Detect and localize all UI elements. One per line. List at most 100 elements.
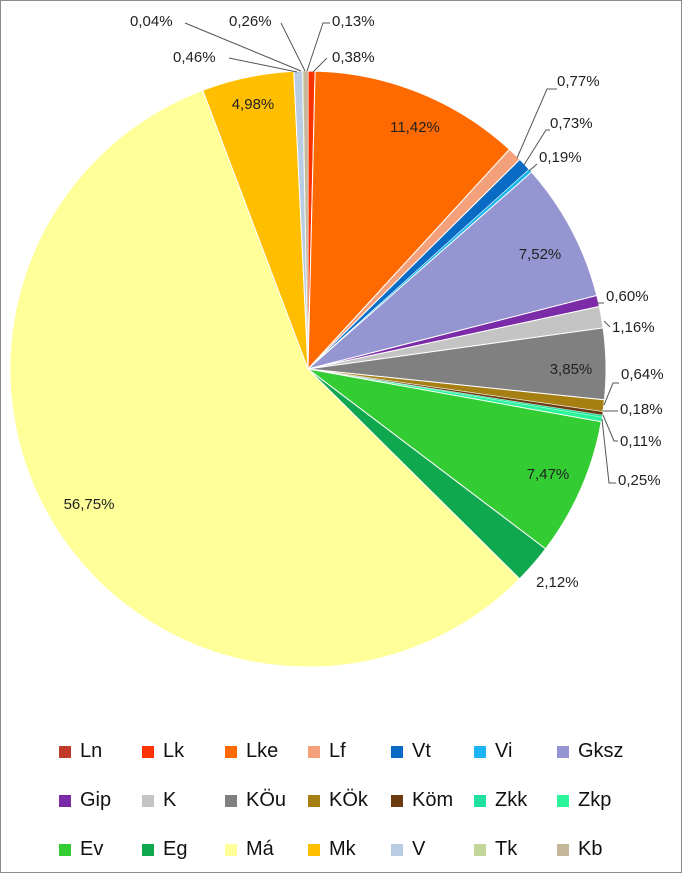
legend-item-gksz: Gksz	[557, 740, 640, 763]
pie-chart: 0,38% 11,42% 0,77% 0,73% 0,19% 7,52% 0,60% 1,16…	[9, 13, 664, 668]
legend-swatch	[308, 794, 320, 807]
legend-row: Ev Eg Má Mk V Tk Kb	[59, 825, 679, 874]
legend-swatch	[391, 843, 403, 856]
slice-ev	[307, 368, 602, 550]
data-label-kou: 3,85%	[550, 361, 593, 378]
slice-ma	[9, 89, 521, 668]
legend-item-zkp: Zkp	[557, 789, 640, 812]
legend-row: Ln Lk Lke Lf Vt Vi Gksz	[59, 727, 679, 776]
leader-line-lf	[516, 88, 557, 159]
data-label-lk: 0,38%	[332, 49, 375, 66]
legend-label: Vt	[412, 740, 431, 762]
data-label-lke: 11,42%	[390, 119, 440, 136]
data-label-zkk: 0,11%	[620, 433, 661, 450]
data-label-extra-0: 0,13%	[332, 13, 375, 30]
legend-swatch	[142, 745, 154, 758]
legend-item-k: K	[142, 789, 225, 812]
legend-swatch	[474, 745, 486, 758]
legend-item-lke: Lke	[225, 740, 308, 763]
data-label-ma: 56,75%	[64, 496, 115, 513]
data-labels: 0,38% 11,42% 0,77% 0,73% 0,19% 7,52% 0,60% 1,16…	[64, 13, 664, 591]
legend-swatch	[391, 745, 403, 758]
legend-swatch	[225, 745, 237, 758]
legend-item-kou: KÖu	[225, 789, 308, 812]
leader-line-kb	[280, 22, 306, 72]
legend-label: V	[412, 838, 426, 860]
data-label-k: 1,16%	[612, 319, 655, 336]
legend-swatch	[308, 745, 320, 758]
leader-line-v	[228, 57, 298, 73]
legend-swatch	[59, 745, 71, 758]
legend-label: Lk	[163, 740, 185, 762]
legend-swatch	[225, 843, 237, 856]
legend-label: Köm	[412, 789, 454, 811]
data-label-lf: 0,77%	[557, 73, 600, 90]
legend-label: Ln	[80, 740, 103, 762]
legend-item-kb: Kb	[557, 838, 640, 861]
data-label-gip: 0,60%	[606, 288, 649, 305]
data-label-zkp: 0,25%	[618, 472, 661, 489]
legend-item-tk: Tk	[474, 838, 557, 861]
legend-swatch	[59, 794, 71, 807]
legend-swatch	[59, 843, 71, 856]
legend-label: Gip	[80, 789, 112, 811]
data-label-vt: 0,73%	[550, 115, 593, 132]
legend-item-zkk: Zkk	[474, 789, 557, 812]
legend-label: Eg	[163, 838, 188, 860]
leader-line-zkk	[602, 414, 618, 442]
leader-line-vi	[528, 163, 538, 172]
legend-label: Zkp	[578, 789, 612, 811]
leader-line-extra-0	[306, 22, 330, 72]
legend-item-gip: Gip	[59, 789, 142, 812]
legend-label: Mk	[329, 838, 356, 860]
legend-item-kom: Köm	[391, 789, 474, 812]
legend-label: Lf	[329, 740, 346, 762]
data-label-vi: 0,19%	[539, 149, 582, 166]
legend-label: KÖu	[246, 789, 287, 811]
leader-line-zkp	[601, 418, 616, 484]
legend-swatch	[308, 843, 320, 856]
leader-line-tk	[184, 22, 302, 72]
slice-gksz	[307, 171, 598, 370]
data-label-ev: 7,47%	[527, 466, 570, 483]
legend-swatch	[557, 794, 569, 807]
leader-line-lk	[312, 57, 328, 73]
legend-label: Gksz	[578, 740, 624, 762]
legend-label: Lke	[246, 740, 279, 762]
legend-item-mk: Mk	[308, 838, 391, 861]
data-label-mk: 4,98%	[232, 96, 275, 113]
legend-item-lf: Lf	[308, 740, 391, 763]
leader-line-vt	[523, 129, 550, 166]
legend-item-ln: Ln	[59, 740, 142, 763]
legend-swatch	[557, 843, 569, 856]
legend-label: Kb	[578, 838, 603, 860]
legend-item-ma: Má	[225, 838, 308, 861]
leader-lines	[184, 22, 619, 484]
data-label-kb: 0,26%	[229, 13, 272, 30]
leader-line-kok	[603, 382, 619, 406]
legend-label: K	[163, 789, 177, 811]
legend-label: Vi	[495, 740, 513, 762]
legend-row: Gip K KÖu KÖk Köm Zkk Zkp	[59, 776, 679, 825]
legend-label: Ev	[80, 838, 104, 860]
legend-item-v: V	[391, 838, 474, 861]
legend-label: Zkk	[495, 789, 528, 811]
data-label-kok: 0,64%	[621, 366, 664, 383]
data-label-gksz: 7,52%	[519, 246, 562, 263]
legend-label: Má	[246, 838, 274, 860]
data-label-eg: 2,12%	[536, 574, 579, 591]
legend-swatch	[142, 843, 154, 856]
data-label-kom: 0,18%	[620, 401, 663, 418]
legend-item-eg: Eg	[142, 838, 225, 861]
slice-kb	[302, 70, 309, 370]
slice-lke	[307, 70, 511, 371]
legend-swatch	[557, 745, 569, 758]
legend-swatch	[225, 794, 237, 807]
legend: Ln Lk Lke Lf Vt Vi Gksz Gip K KÖu KÖk Köm Zkk Zkp Ev Eg…	[59, 727, 679, 874]
data-label-tk: 0,04%	[130, 13, 173, 30]
legend-swatch	[142, 794, 154, 807]
leader-line-k	[603, 320, 611, 328]
legend-label: KÖk	[329, 789, 368, 811]
legend-item-vi: Vi	[474, 740, 557, 763]
